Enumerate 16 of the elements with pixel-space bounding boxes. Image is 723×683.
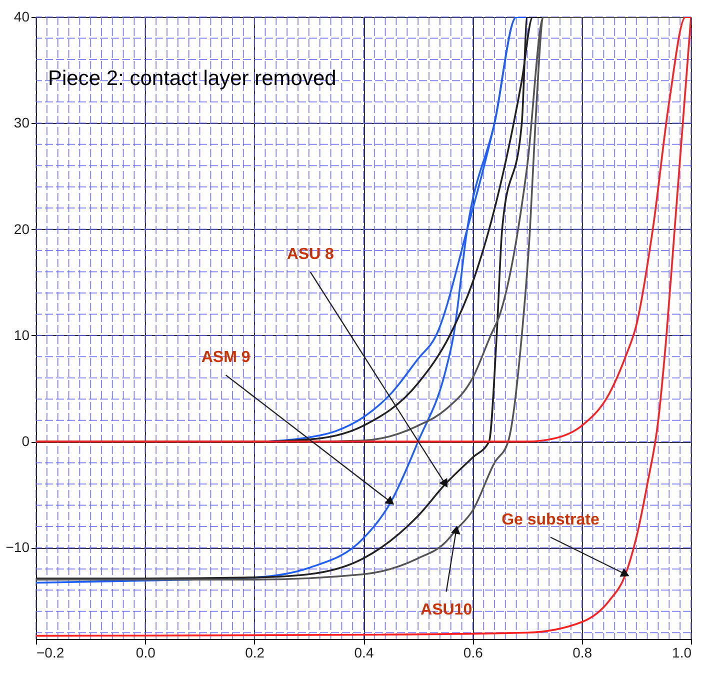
x-tick-label: 0.2 xyxy=(245,644,265,660)
x-tick-label: 1.0 xyxy=(672,644,692,660)
x-tick-label: 0.4 xyxy=(354,644,374,660)
annotation: ASU10 xyxy=(420,602,472,619)
y-tick-label: 0 xyxy=(22,433,30,450)
y-tick-label: 30 xyxy=(14,114,30,131)
annotation: ASM 9 xyxy=(201,349,250,366)
y-tick-label: 10 xyxy=(14,326,30,343)
annotation: ASU 8 xyxy=(286,246,334,264)
y-tick-label: −10 xyxy=(6,539,30,556)
y-tick-label: 20 xyxy=(14,220,30,237)
x-tick-label: 0.0 xyxy=(136,644,156,660)
x-tick-label: 0.6 xyxy=(463,644,484,660)
x-tick-label: 0.8 xyxy=(572,644,592,660)
y-tick-label: 40 xyxy=(14,8,30,24)
x-tick-label: −0.2 xyxy=(36,644,64,660)
